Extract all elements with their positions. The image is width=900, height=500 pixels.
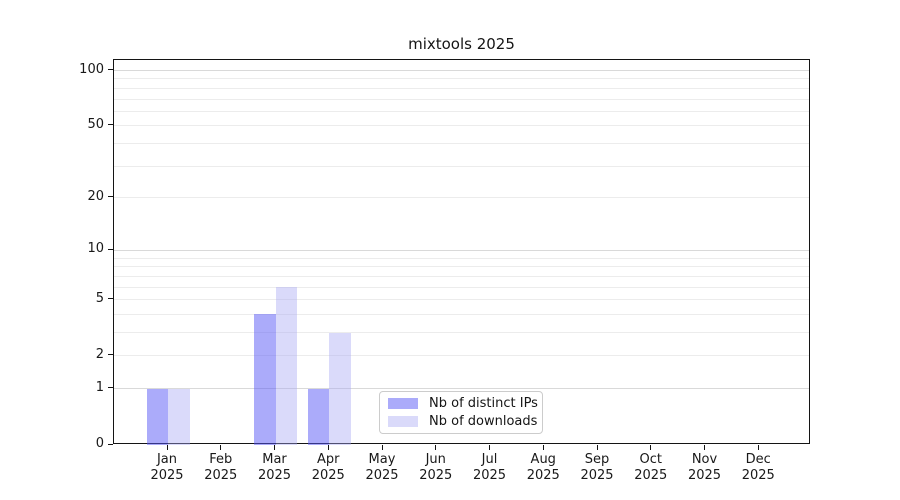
y-tick-mark-20 — [108, 196, 113, 198]
x-tick-label-mar: Mar 2025 — [257, 452, 292, 483]
bar-downloads-apr — [329, 332, 351, 445]
y-tick-mark-0 — [108, 443, 113, 445]
gridline-minor-3 — [114, 332, 809, 334]
x-tick-mark-may — [381, 445, 383, 450]
x-tick-mark-jul — [489, 445, 490, 450]
bar-ips-apr — [307, 388, 330, 445]
y-tick-mark-100 — [108, 69, 113, 71]
x-tick-mark-jan — [166, 445, 168, 450]
gridline-minor-6 — [114, 286, 809, 288]
x-tick-label-dec: Dec 2025 — [741, 452, 775, 483]
x-tick-label-oct: Oct 2025 — [634, 452, 668, 483]
y-tick-mark-1 — [108, 387, 113, 389]
x-tick-mark-oct — [650, 445, 652, 450]
bar-ips-mar — [254, 314, 276, 445]
x-tick-mark-mar — [274, 445, 275, 450]
x-tick-label-jun: Jun 2025 — [419, 452, 453, 483]
legend: Nb of distinct IPs Nb of downloads — [379, 391, 543, 434]
legend-label-downloads: Nb of downloads — [429, 414, 538, 429]
x-tick-label-nov: Nov 2025 — [687, 452, 722, 483]
y-tick-mark-5 — [108, 298, 113, 300]
chart-title: mixtools 2025 — [408, 35, 515, 53]
x-tick-mark-sep — [596, 445, 598, 450]
x-tick-mark-aug — [542, 445, 544, 450]
y-tick-label-0: 0 — [95, 436, 104, 451]
y-tick-mark-50 — [108, 124, 113, 126]
bar-downloads-jan — [168, 388, 190, 445]
gridline-minor-40 — [114, 143, 809, 145]
gridline-minor-90 — [114, 78, 809, 80]
plot-area — [113, 59, 810, 445]
y-tick-label-50: 50 — [87, 116, 104, 132]
gridline-major-100 — [114, 70, 809, 72]
x-tick-label-aug: Aug 2025 — [526, 452, 560, 483]
y-tick-label-5: 5 — [95, 290, 104, 306]
gridline-minor-9 — [114, 257, 809, 259]
x-tick-label-jan: Jan 2025 — [150, 452, 184, 483]
x-tick-mark-dec — [757, 445, 759, 450]
x-tick-mark-apr — [327, 445, 329, 450]
x-tick-label-may: May 2025 — [365, 452, 399, 483]
y-tick-label-100: 100 — [79, 61, 104, 77]
y-tick-label-1: 1 — [95, 379, 104, 395]
gridline-major-10 — [114, 249, 809, 251]
gridline-minor-70 — [114, 98, 809, 100]
gridline-minor-80 — [114, 87, 809, 89]
y-tick-label-10: 10 — [87, 241, 104, 257]
y-tick-mark-10 — [108, 248, 113, 250]
x-tick-label-apr: Apr 2025 — [311, 452, 345, 483]
x-tick-label-feb: Feb 2025 — [204, 452, 238, 483]
legend-entry-distinct-ips: Nb of distinct IPs — [388, 396, 538, 411]
gridline-major-1 — [114, 388, 809, 390]
legend-swatch-distinct-ips — [388, 398, 418, 409]
gridline-minor-4 — [114, 313, 809, 315]
gridline-minor-50 — [114, 125, 809, 127]
x-tick-mark-jun — [435, 445, 437, 450]
legend-swatch-downloads — [388, 416, 418, 427]
x-tick-label-jul: Jul 2025 — [472, 452, 507, 483]
y-tick-label-2: 2 — [95, 346, 104, 362]
x-tick-mark-nov — [704, 445, 705, 450]
x-tick-mark-feb — [220, 445, 222, 450]
gridline-minor-30 — [114, 165, 809, 167]
x-tick-label-sep: Sep 2025 — [580, 452, 614, 483]
gridline-minor-60 — [114, 110, 809, 112]
gridline-minor-8 — [114, 266, 809, 268]
gridline-minor-20 — [114, 197, 809, 199]
y-tick-label-20: 20 — [87, 188, 104, 204]
bar-ips-jan — [146, 388, 168, 445]
gridline-minor-5 — [114, 299, 809, 301]
legend-label-distinct-ips: Nb of distinct IPs — [429, 396, 538, 411]
y-tick-mark-2 — [108, 354, 113, 356]
gridline-minor-2 — [114, 355, 809, 357]
bar-downloads-mar — [275, 287, 297, 445]
legend-entry-downloads: Nb of downloads — [388, 414, 538, 429]
gridline-minor-7 — [114, 275, 809, 277]
